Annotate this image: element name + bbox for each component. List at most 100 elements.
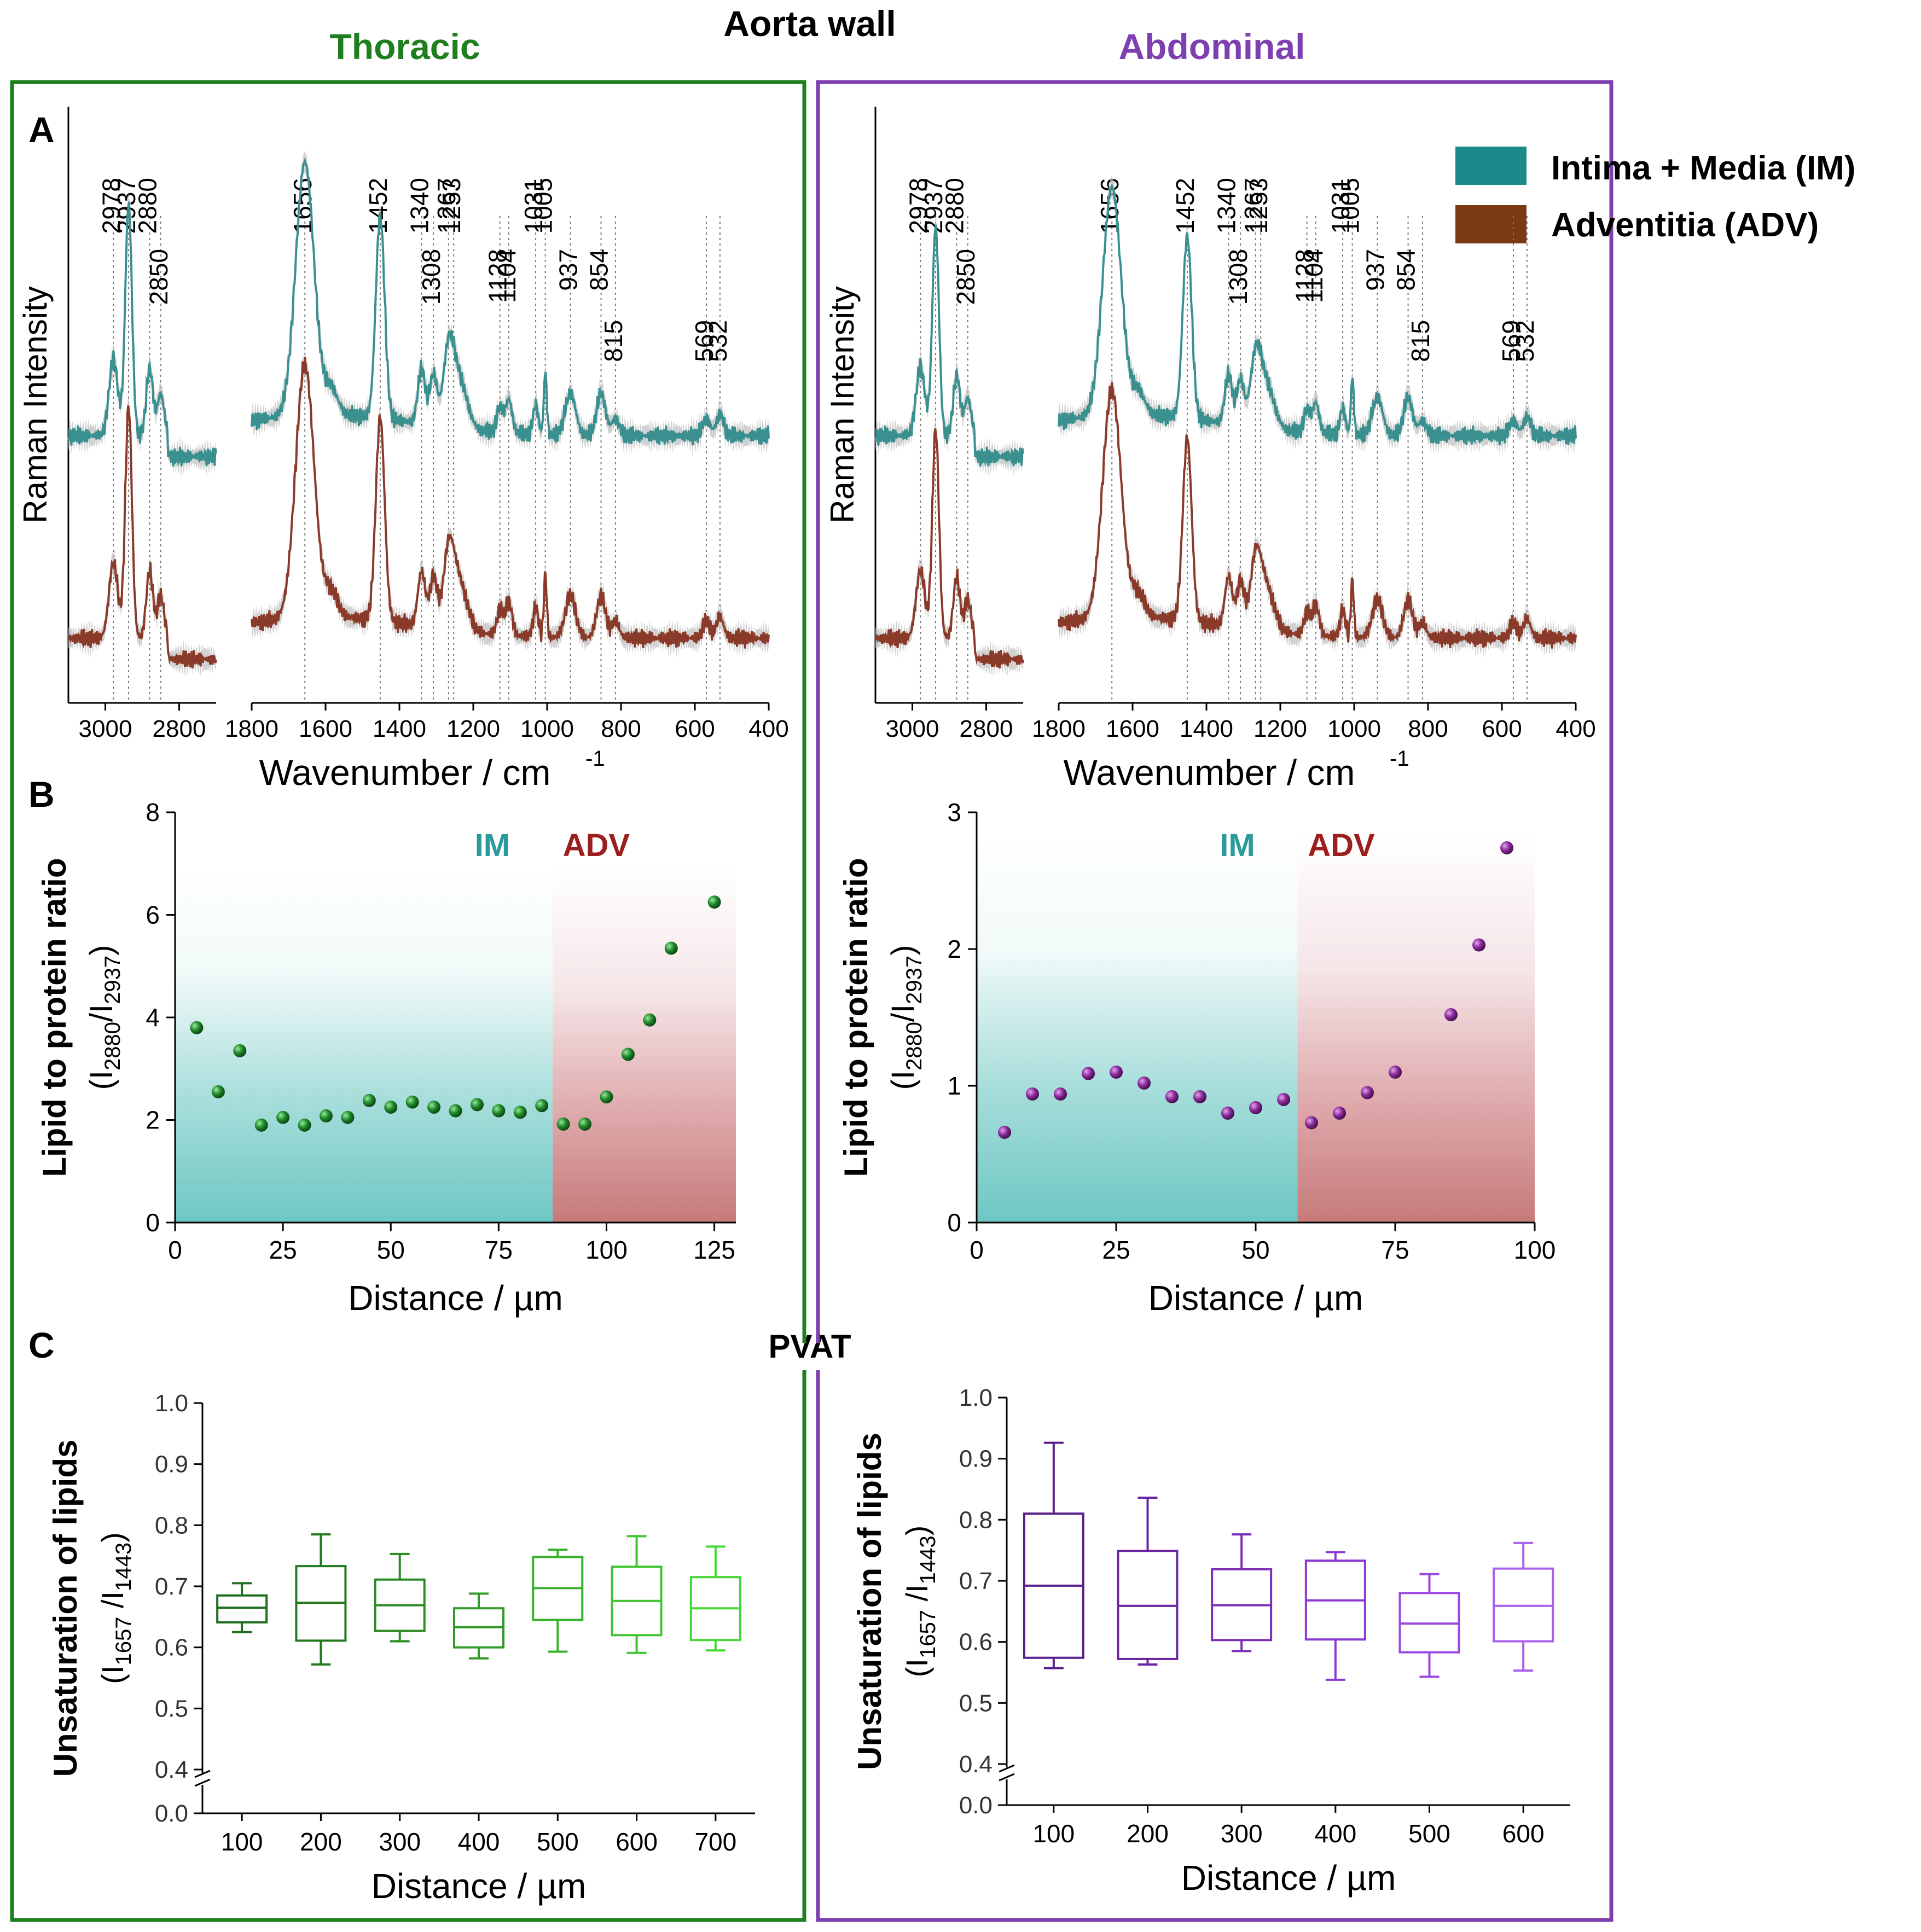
x-tick-label: 400 <box>1556 715 1595 742</box>
band-label: 2850 <box>144 249 173 305</box>
data-point <box>1249 1101 1262 1114</box>
data-point <box>492 1104 506 1118</box>
spectra-chart-A-abdominal: 2978293728802850165614521340130812671253… <box>824 107 1596 793</box>
x-tick-label: 700 <box>694 1828 736 1856</box>
band-label: 1253 <box>437 178 466 234</box>
band-label: 815 <box>1406 320 1435 362</box>
box-chart-C-abdominal: 0.4 0.5 0.6 0.7 0.8 0.9 1.0 0.0 100 200 300 400 500 6… <box>851 1384 1570 1898</box>
series-line <box>251 357 770 649</box>
x-axis-title-sup: -1 <box>585 747 605 771</box>
x-tick-label: 600 <box>675 715 715 742</box>
x-axis-title: Wavenumber / cm <box>1063 752 1355 793</box>
x-tick-label: 3000 <box>886 715 939 742</box>
data-point <box>427 1101 441 1114</box>
y-tick-label: 6 <box>146 901 160 929</box>
data-point <box>707 895 721 909</box>
data-point <box>233 1044 247 1057</box>
y-tick-label: 0.6 <box>155 1634 188 1661</box>
y-axis-subtitle-part: (I <box>885 1070 921 1090</box>
band-label: 1005 <box>529 178 558 234</box>
data-point <box>319 1109 333 1122</box>
y-axis-title: Lipid to protein ratio <box>36 858 73 1177</box>
box-200 <box>295 1533 347 1666</box>
data-point <box>1026 1087 1039 1101</box>
y-axis-subtitle-part: ) <box>885 945 921 956</box>
abdominal-frame <box>816 80 1614 1922</box>
data-point <box>1389 1066 1402 1079</box>
x-tick-label: 100 <box>585 1236 628 1264</box>
series-line <box>251 157 770 446</box>
x-tick-label: 1400 <box>1180 715 1233 742</box>
y-axis-subtitle: (I2880/I2937) <box>84 945 125 1090</box>
pvat-label: PVAT <box>768 1328 851 1365</box>
band-label: 937 <box>554 249 583 291</box>
x-tick-label: 125 <box>693 1236 735 1264</box>
x-tick-label: 100 <box>1032 1819 1075 1848</box>
band-label: 1267 <box>1239 178 1268 234</box>
y-axis-subtitle-part: 2937 <box>902 956 926 1004</box>
x-tick-label: 300 <box>1221 1819 1263 1848</box>
x-tick-label: 1600 <box>299 715 352 742</box>
y-tick-label: 0 <box>947 1208 961 1237</box>
legend-im-label: Intima + Media (IM) <box>1551 149 1855 187</box>
x-tick-label: 50 <box>377 1236 405 1264</box>
band-label: 1267 <box>432 178 461 234</box>
band-label: 532 <box>704 320 732 362</box>
x-tick-label: 600 <box>1482 715 1522 742</box>
y-axis-subtitle-part: ) <box>84 945 119 956</box>
thoracic-frame <box>10 80 806 1922</box>
band-label: 1104 <box>492 249 521 303</box>
box-600 <box>1493 1541 1554 1672</box>
band-label: 2880 <box>134 178 162 234</box>
data-point <box>1444 1008 1458 1021</box>
legend-adv-label: Adventitia (ADV) <box>1551 206 1819 244</box>
y-axis-subtitle-part: 1443 <box>112 1543 136 1591</box>
box-500 <box>532 1549 584 1653</box>
data-point <box>1361 1086 1374 1099</box>
adv-region-label: ADV <box>563 828 630 863</box>
y-tick-label: 0.7 <box>959 1568 993 1595</box>
y-tick-label: 0.9 <box>959 1446 993 1473</box>
legend-adv-swatch <box>1455 205 1527 243</box>
y-tick-label: 2 <box>947 935 961 963</box>
y-axis-subtitle-part: 1657 <box>112 1617 136 1666</box>
im-region-label: IM <box>475 828 510 863</box>
data-point <box>1110 1066 1123 1079</box>
y-axis-subtitle-part: (I <box>899 1659 934 1677</box>
panel-label-b: B <box>28 774 55 814</box>
y-tick-label: 0.7 <box>155 1573 188 1600</box>
x-tick-label: 200 <box>300 1828 342 1856</box>
figure-title: Aorta wall <box>723 3 896 44</box>
y-tick-label: 0 <box>146 1208 160 1237</box>
y-tick-label: 0.5 <box>959 1690 993 1716</box>
y-axis-subtitle-part: /I <box>84 1004 119 1022</box>
y-tick-label: 4 <box>146 1003 160 1032</box>
data-point <box>1165 1090 1179 1103</box>
y-axis-title: Raman Intensity <box>17 286 54 523</box>
y-tick-label: 0.8 <box>155 1512 188 1539</box>
band-label: 1128 <box>484 249 512 303</box>
band-label: 1104 <box>1299 249 1328 303</box>
im-region-label: IM <box>1220 828 1255 863</box>
y-axis-subtitle-part: 1657 <box>916 1610 940 1659</box>
adv-region <box>1297 833 1535 1223</box>
data-point <box>556 1118 570 1131</box>
band-label: 2978 <box>97 178 125 234</box>
data-point <box>1221 1107 1234 1120</box>
x-tick-label: 600 <box>616 1828 658 1856</box>
box-layer: 0.4 0.5 0.6 0.7 0.8 0.9 1.0 0.0 100 200 300 400 500 6… <box>47 1384 1570 1906</box>
series-line <box>874 428 1024 669</box>
band-label: 1340 <box>1212 178 1241 234</box>
x-tick-label: 400 <box>748 715 788 742</box>
y-axis-subtitle: (I1657 /I1443) <box>95 1532 136 1684</box>
y-axis-subtitle-part: 2880 <box>101 1022 125 1070</box>
abdominal-title: Abdominal <box>1119 26 1305 67</box>
box-100 <box>216 1582 268 1633</box>
data-point <box>1193 1090 1206 1103</box>
scatter-chart-B-abdominal: IM ADV 0 1 2 3 0 25 50 75 100 Lipid to protein rati… <box>838 798 1556 1318</box>
y-axis-subtitle-part: ) <box>899 1526 934 1536</box>
data-point <box>1137 1076 1151 1090</box>
axis-break-mark <box>999 1764 1015 1773</box>
